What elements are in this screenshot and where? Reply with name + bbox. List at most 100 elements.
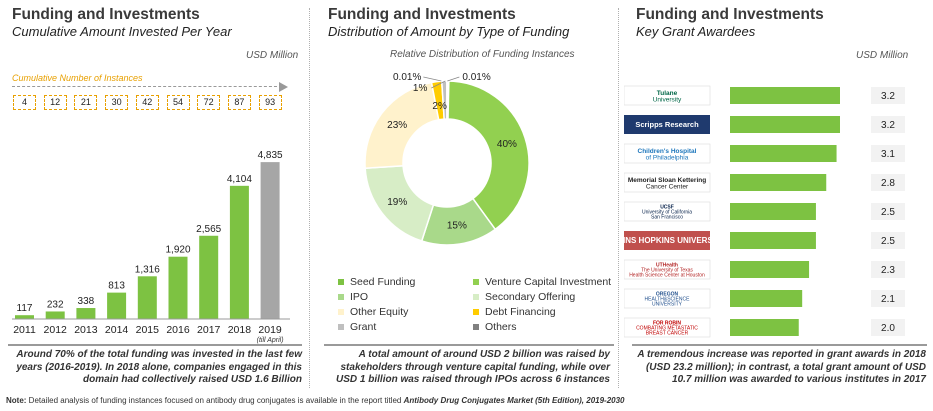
logo-text: Children's Hospital <box>638 148 697 155</box>
bar-2017 <box>199 235 219 319</box>
grant-value-box <box>871 290 905 307</box>
panel-title: Funding and Investments <box>328 6 516 23</box>
grant-value-box <box>871 87 905 104</box>
slice-label: 23% <box>387 120 407 131</box>
logo-text: University <box>653 97 682 104</box>
caption-divider <box>632 344 927 346</box>
grant-value-box <box>871 145 905 162</box>
callout-line <box>447 76 460 82</box>
logo-text: Scripps Research <box>635 120 699 129</box>
cumulative-investment-panel: Funding and Investments Cumulative Amoun… <box>0 0 305 390</box>
slice-seed-funding <box>446 80 450 120</box>
awardee-logo: JOHNS HOPKINS UNIVERSITY <box>624 231 726 250</box>
legend-item: Secondary Offering <box>473 291 575 303</box>
x-tick-label: 2019 <box>258 324 282 336</box>
logo-background <box>624 115 710 134</box>
x-tick-label: 2017 <box>197 324 221 336</box>
legend-item: Venture Capital Investment <box>473 276 611 288</box>
grant-value-box <box>871 232 905 249</box>
cumulative-bar-chart: 117 2011 232 2012 338 2013 813 2014 1,316 2015 1,9… <box>12 150 290 344</box>
logo-text: Memorial Sloan Kettering <box>628 177 706 184</box>
callout-line <box>431 80 446 89</box>
panel-title: Funding and Investments <box>12 6 200 23</box>
caption-divider <box>8 344 302 346</box>
chart-subtitle: Relative Distribution of Funding Instanc… <box>390 49 575 60</box>
logo-background <box>624 172 711 193</box>
bar-value-label: 117 <box>17 303 33 314</box>
legend-label: Debt Financing <box>485 306 556 318</box>
bar-value-label: 4,104 <box>227 174 252 185</box>
slice-label-seed: 0.01% <box>462 72 490 83</box>
x-tick-label: 2015 <box>136 324 160 336</box>
funding-donut-chart: 40%15%19%23%2%1%0.01% 0.01% <box>364 72 530 246</box>
bar-2014 <box>107 292 127 319</box>
grant-value-box <box>871 116 905 133</box>
instance-count-box: 72 <box>197 95 221 110</box>
footnote-report-title: Antibody Drug Conjugates Market (5th Edi… <box>403 396 625 405</box>
unit-label: USD Million <box>856 50 909 61</box>
footnote: Note: Detailed analysis of funding insta… <box>6 396 625 405</box>
slice-label-others: 0.01% <box>393 72 421 83</box>
grant-value-label: 3.1 <box>881 149 895 160</box>
panel-divider <box>618 8 619 388</box>
awardee-logo: Scripps Research <box>624 115 710 134</box>
bar-2016 <box>168 256 188 319</box>
funding-distribution-panel: Funding and Investments Distribution of … <box>316 0 616 390</box>
grant-value-label: 3.2 <box>881 120 895 131</box>
instance-count-box: 87 <box>227 95 251 110</box>
grant-value-label: 2.5 <box>881 236 895 247</box>
logo-text: FOR ROBIN <box>653 321 681 327</box>
timeline-arrow-icon <box>279 82 288 92</box>
panel-caption: A tremendous increase was reported in gr… <box>637 349 926 385</box>
legend-item: Others <box>473 321 517 333</box>
logo-text: JOHNS HOPKINS UNIVERSITY <box>624 236 726 245</box>
legend-label: Grant <box>350 321 377 333</box>
panel-subtitle: Cumulative Amount Invested Per Year <box>12 24 232 39</box>
instance-count-box: 21 <box>74 95 98 110</box>
panel-subtitle: Key Grant Awardees <box>636 24 756 39</box>
legend-label: Other Equity <box>350 306 409 318</box>
grant-value-label: 3.2 <box>881 91 895 102</box>
grant-value-label: 2.8 <box>881 178 895 189</box>
grant-value-label: 2.0 <box>881 323 895 334</box>
instance-count-box: 93 <box>258 95 282 110</box>
logo-background <box>624 201 711 222</box>
grant-value-box <box>871 203 905 220</box>
slice-label-grant: 1% <box>413 83 428 94</box>
logo-background <box>624 231 710 250</box>
bar-2015 <box>137 276 157 319</box>
legend-swatch <box>473 279 479 285</box>
grant-value-box <box>871 261 905 278</box>
logo-text: Cancer Center <box>646 184 689 191</box>
legend-swatch <box>473 294 479 300</box>
legend-swatch <box>338 309 344 315</box>
slice-venture-capital-investment <box>446 80 530 231</box>
grant-value-label: 2.3 <box>881 265 895 276</box>
bar-2013 <box>76 308 96 319</box>
bar-2012 <box>45 311 65 319</box>
grant-bar <box>730 203 816 220</box>
grant-value-box <box>871 174 905 191</box>
slice-label: 40% <box>497 139 517 150</box>
footnote-prefix: Note: <box>6 396 27 405</box>
legend-label: Others <box>485 321 517 333</box>
legend-label: Secondary Offering <box>485 291 576 303</box>
legend-swatch <box>473 324 479 330</box>
x-tick-label: 2018 <box>228 324 252 336</box>
grant-bar <box>730 290 803 307</box>
till-april-note: (till April) <box>257 337 284 344</box>
bar-value-label: 4,835 <box>258 150 283 161</box>
bar-2019 <box>260 162 280 319</box>
logo-background <box>624 143 711 164</box>
logo-text: The University of Texas <box>641 268 693 274</box>
panel-subtitle: Distribution of Amount by Type of Fundin… <box>328 24 570 39</box>
logo-text: UNIVERSITY <box>652 302 683 308</box>
slice-label: 15% <box>447 221 467 232</box>
logo-text: HEALTH&SCIENCE <box>645 297 691 303</box>
logo-background <box>624 317 711 338</box>
x-tick-label: 2016 <box>166 324 190 336</box>
